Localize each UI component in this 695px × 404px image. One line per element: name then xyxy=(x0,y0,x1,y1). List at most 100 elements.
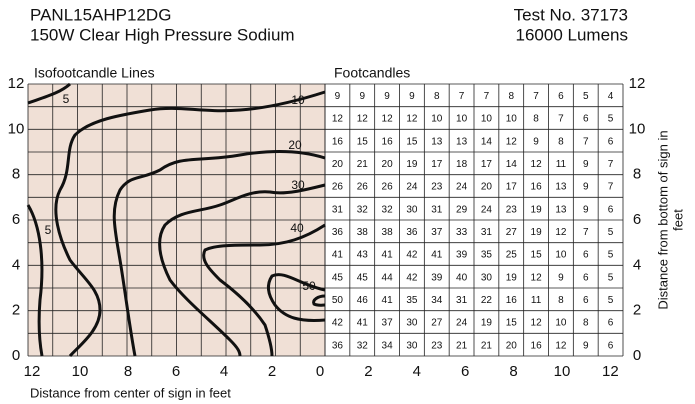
footcandle-value: 30 xyxy=(481,272,493,283)
footcandle-value: 13 xyxy=(456,136,468,147)
footcandle-value: 7 xyxy=(583,227,589,238)
footcandle-value: 33 xyxy=(456,227,468,238)
footcandle-value: 15 xyxy=(506,318,518,329)
footcandle-value: 16 xyxy=(506,295,518,306)
footcandle-value: 9 xyxy=(558,272,564,283)
y2-title: Distance from bottom of sign in xyxy=(655,130,670,309)
y2-tick-label: 12 xyxy=(629,75,646,92)
footcandle-value: 7 xyxy=(558,114,564,125)
footcandle-value: 6 xyxy=(608,340,614,351)
footcandle-value: 8 xyxy=(508,91,514,102)
footcandle-value: 9 xyxy=(359,91,365,102)
contour-label: 40 xyxy=(290,221,304,235)
footcandle-value: 8 xyxy=(558,295,564,306)
footcandle-value: 13 xyxy=(555,182,567,193)
footcandle-value: 26 xyxy=(332,182,344,193)
y-tick-label: 4 xyxy=(12,256,20,273)
footcandle-value: 24 xyxy=(456,182,468,193)
footcandle-value: 21 xyxy=(481,340,493,351)
footcandle-value: 42 xyxy=(332,318,344,329)
footcandle-value: 17 xyxy=(481,159,493,170)
footcandle-value: 18 xyxy=(456,159,468,170)
footcandle-value: 6 xyxy=(583,114,589,125)
footcandle-value: 5 xyxy=(608,114,614,125)
footcandle-value: 15 xyxy=(406,136,418,147)
footcandle-value: 12 xyxy=(406,114,418,125)
y2-tick-label: 4 xyxy=(633,256,641,273)
footcandle-value: 36 xyxy=(406,227,418,238)
contour xyxy=(54,90,326,358)
footcandle-value: 9 xyxy=(583,340,589,351)
contour xyxy=(27,82,72,105)
footcandle-value: 5 xyxy=(608,272,614,283)
y-tick-label: 6 xyxy=(12,211,20,228)
y2-title: feet xyxy=(670,209,685,231)
contour-label: 50 xyxy=(302,279,316,293)
footcandle-value: 42 xyxy=(406,250,418,261)
footcandle-value: 10 xyxy=(555,318,567,329)
footcandle-value: 6 xyxy=(583,250,589,261)
footcandle-value: 7 xyxy=(533,91,539,102)
description: 150W Clear High Pressure Sodium xyxy=(30,25,295,44)
footcandle-value: 12 xyxy=(382,114,394,125)
y-tick-label: 10 xyxy=(8,120,25,137)
footcandle-value: 16 xyxy=(531,340,543,351)
footcandle-value: 16 xyxy=(332,136,344,147)
footcandle-value: 19 xyxy=(481,318,493,329)
footcandle-value: 44 xyxy=(382,272,394,283)
footcandle-value: 11 xyxy=(556,159,567,170)
footcandle-value: 8 xyxy=(558,136,564,147)
footcandle-value: 11 xyxy=(531,295,542,306)
footcandle-value: 31 xyxy=(431,204,443,215)
contour-label: 30 xyxy=(291,178,305,192)
footcandle-value: 17 xyxy=(506,182,518,193)
lumens: 16000 Lumens xyxy=(516,25,628,44)
footcandle-value: 12 xyxy=(531,272,543,283)
footcandle-value: 39 xyxy=(431,272,443,283)
footcandle-value: 37 xyxy=(431,227,443,238)
footcandle-value: 10 xyxy=(506,114,518,125)
footcandle-value: 35 xyxy=(406,295,418,306)
footcandle-value: 16 xyxy=(382,136,394,147)
footcandle-value: 9 xyxy=(335,91,341,102)
contour xyxy=(26,204,44,357)
footcandle-value: 15 xyxy=(357,136,369,147)
y-tick-label: 8 xyxy=(12,166,20,183)
footcandle-value: 30 xyxy=(406,318,418,329)
footcandle-value: 27 xyxy=(431,318,443,329)
footcandle-value: 19 xyxy=(531,204,543,215)
footcandle-value: 9 xyxy=(583,204,589,215)
footcandle-value: 12 xyxy=(555,340,567,351)
footcandle-value: 46 xyxy=(357,295,369,306)
footcandle-value: 10 xyxy=(555,250,567,261)
y-tick-label: 0 xyxy=(12,347,20,364)
contour-label: 5 xyxy=(63,92,70,106)
footcandle-value: 7 xyxy=(608,159,614,170)
footcandle-value: 20 xyxy=(332,159,344,170)
x-tick-label: 6 xyxy=(172,363,180,380)
footcandle-value: 14 xyxy=(481,136,493,147)
y2-tick-label: 8 xyxy=(633,166,641,183)
footcandle-value: 40 xyxy=(456,272,468,283)
footcandle-value: 20 xyxy=(382,159,394,170)
footcandle-value: 41 xyxy=(332,250,344,261)
footcandle-value: 15 xyxy=(531,250,543,261)
footcandle-value: 36 xyxy=(332,227,344,238)
x-tick-label: 4 xyxy=(220,363,228,380)
footcandle-value: 34 xyxy=(382,340,394,351)
footcandle-value: 12 xyxy=(357,114,369,125)
y-tick-label: 12 xyxy=(8,75,25,92)
x-tick-label: 12 xyxy=(24,363,41,380)
x-title: Distance from center of sign in feet xyxy=(30,385,231,400)
x-tick-label: 0 xyxy=(316,363,324,380)
test-number: Test No. 37173 xyxy=(514,5,628,24)
footcandle-value: 25 xyxy=(506,250,518,261)
footcandle-value: 26 xyxy=(357,182,369,193)
y2-tick-label: 6 xyxy=(633,211,641,228)
footcandle-value: 9 xyxy=(384,91,390,102)
footcandle-value: 24 xyxy=(481,204,493,215)
footcandle-value: 50 xyxy=(332,295,344,306)
footcandle-value: 12 xyxy=(555,227,567,238)
footcandle-value: 20 xyxy=(481,182,493,193)
